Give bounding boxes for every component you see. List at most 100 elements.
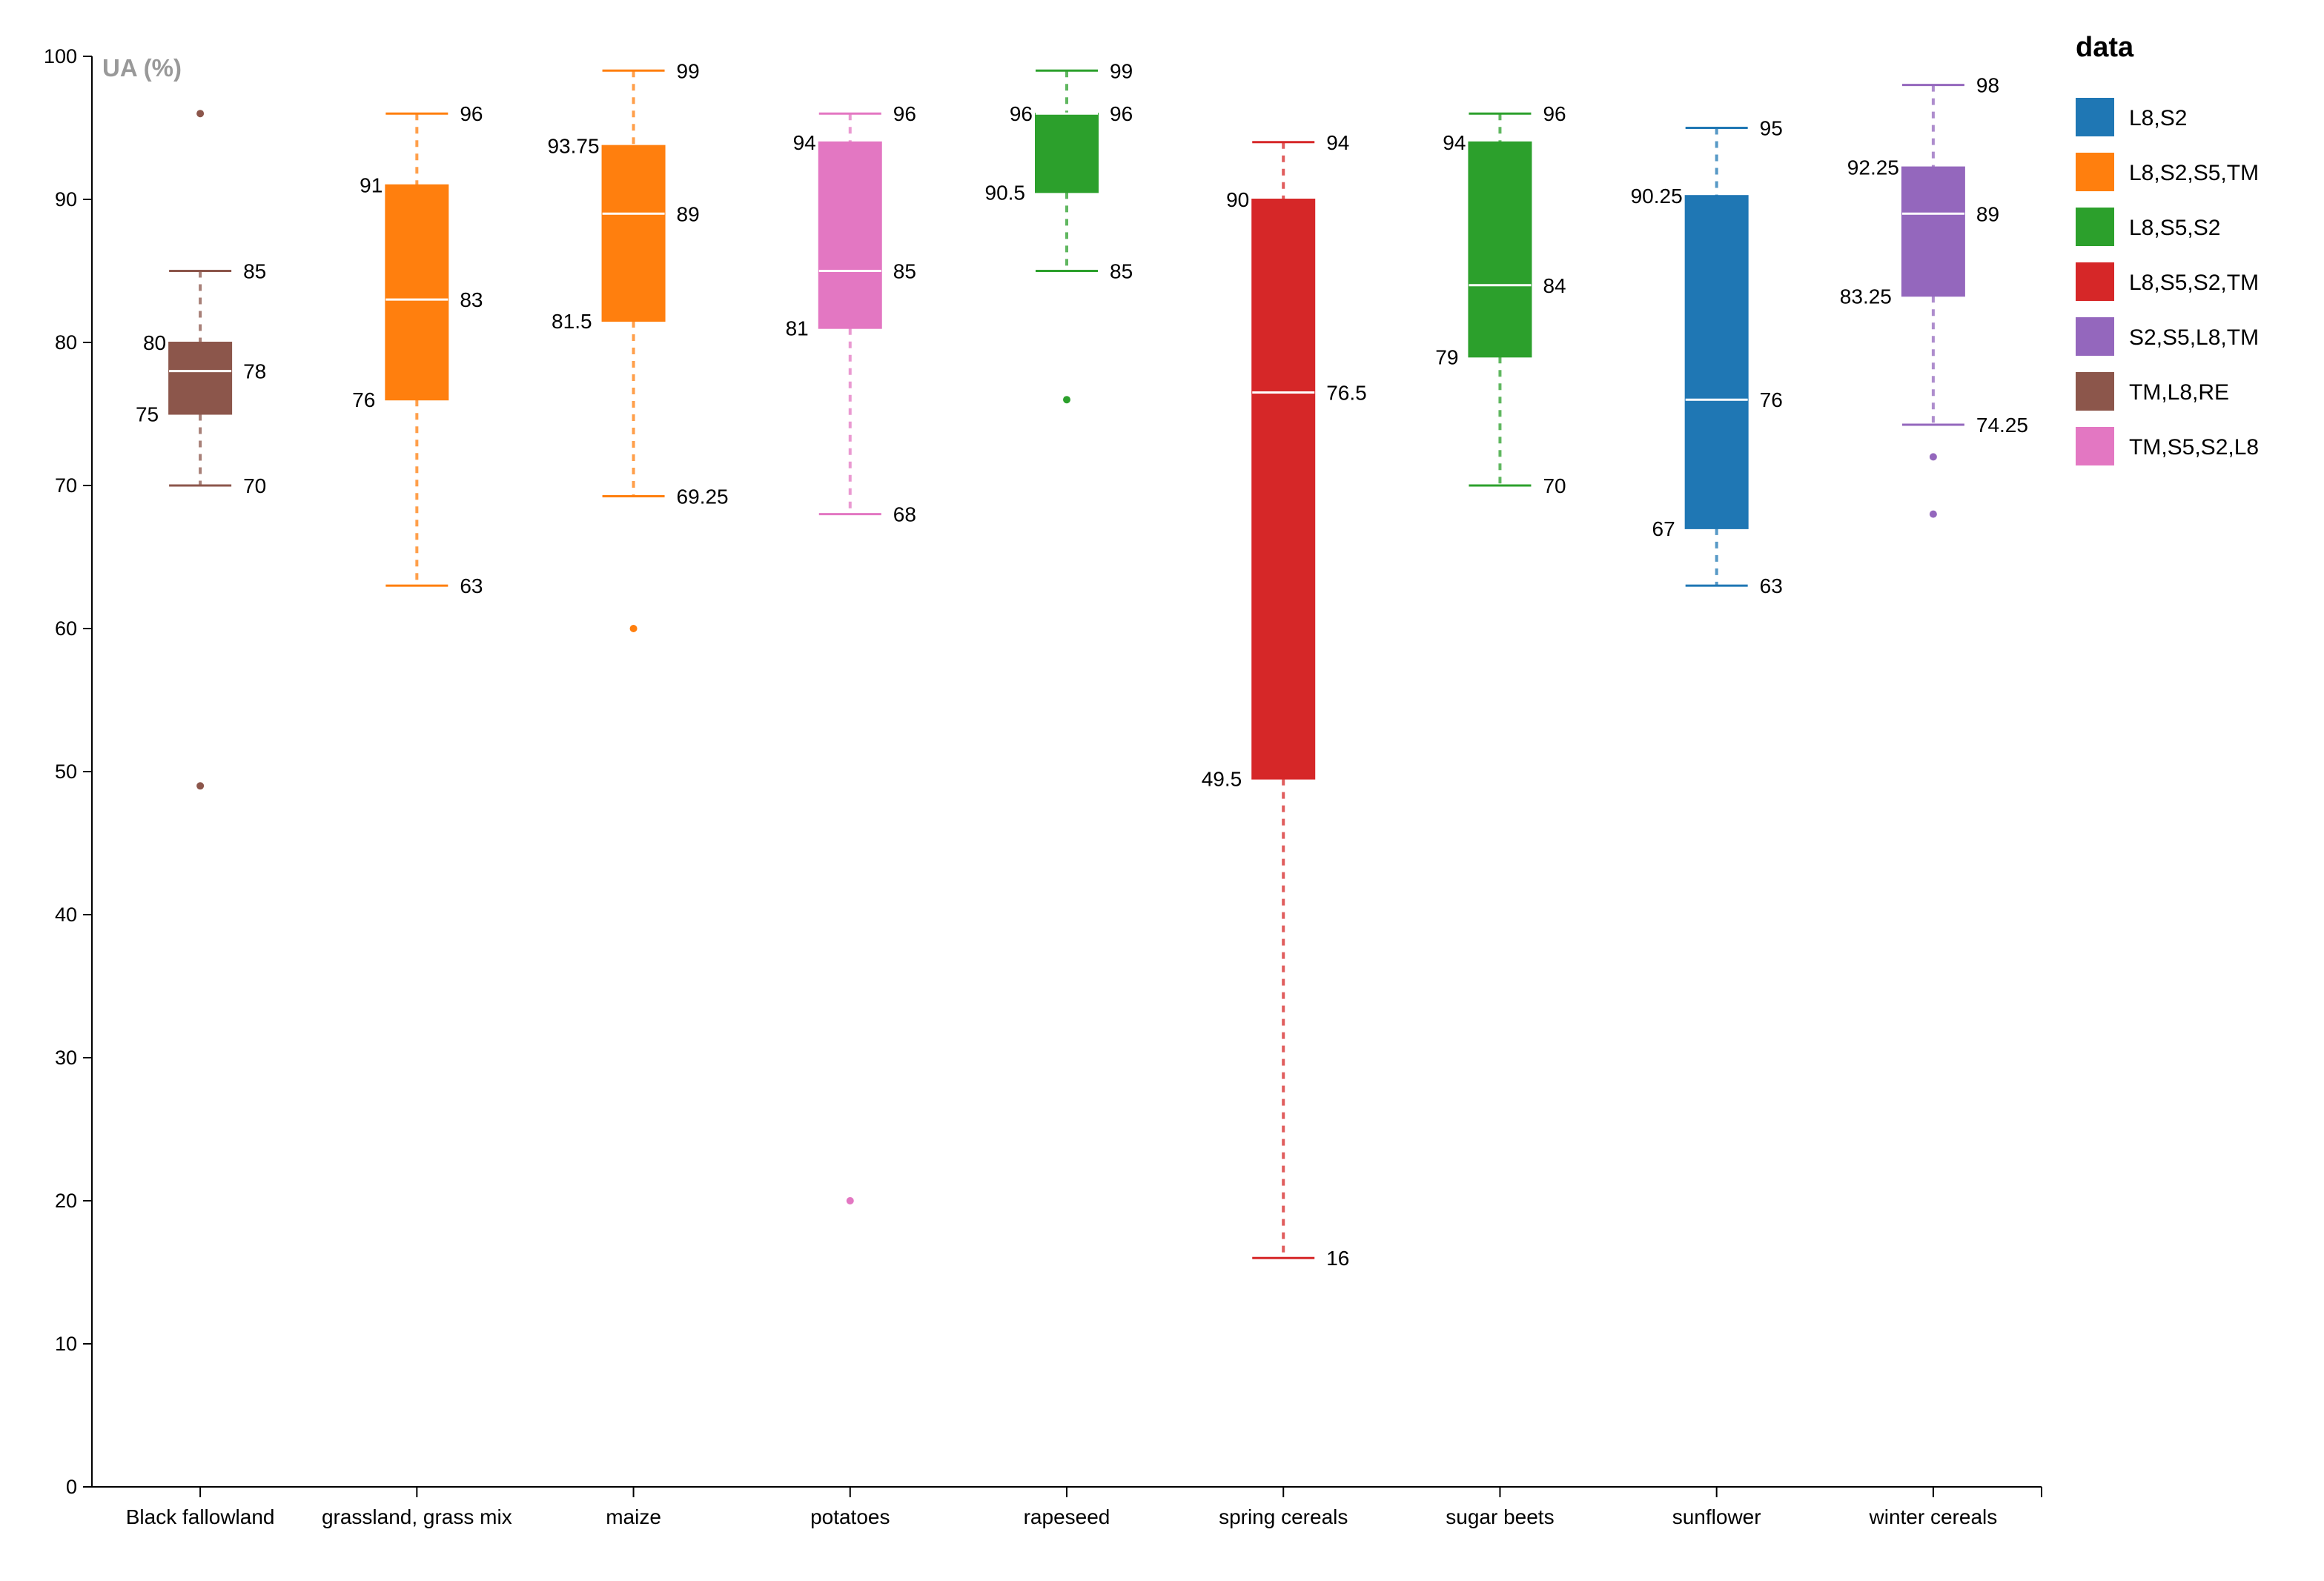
y-tick-label: 40 xyxy=(55,904,77,926)
x-tick-label: Black fallowland xyxy=(126,1505,275,1528)
legend-item: TM,S5,S2,L8 xyxy=(2076,427,2259,465)
min-value-label: 70 xyxy=(243,474,266,497)
legend-label: L8,S5,S2,TM xyxy=(2129,271,2259,295)
q1-value-label: 81.5 xyxy=(552,310,592,333)
x-tick-label: sunflower xyxy=(1672,1505,1761,1528)
box-rect xyxy=(1901,166,1965,297)
outlier-point xyxy=(196,782,205,790)
q3-value-label: 92.25 xyxy=(1847,156,1899,179)
median-value-label: 76 xyxy=(1760,388,1783,411)
legend-label: L8,S5,S2 xyxy=(2129,216,2220,240)
box-rect xyxy=(818,141,882,329)
q1-value-label: 79 xyxy=(1435,345,1458,368)
min-value-label: 74.25 xyxy=(1976,414,2028,437)
y-tick-label: 70 xyxy=(55,474,77,497)
median-value-label: 83 xyxy=(460,288,483,311)
outlier-point xyxy=(846,1197,854,1204)
box-group: 96 84 70 94 79 xyxy=(1435,102,1566,497)
box-group: 95 76 63 90.25 67 xyxy=(1631,117,1783,598)
y-tick-label: 30 xyxy=(55,1047,77,1069)
legend-item: TM,L8,RE xyxy=(2076,372,2229,411)
x-tick-label: sugar beets xyxy=(1446,1505,1554,1528)
box-group: 96 83 63 91 76 xyxy=(352,102,483,597)
legend-label: L8,S2 xyxy=(2129,106,2187,130)
box-group: 94 76.5 16 90 49.5 xyxy=(1202,131,1367,1270)
legend: data L8,S2 L8,S2,S5,TM L8,S5,S2 L8,S5,S2,TM S… xyxy=(2076,32,2259,465)
max-value-label: 85 xyxy=(243,260,266,283)
legend-swatch xyxy=(2076,98,2114,136)
x-tick-label: maize xyxy=(606,1505,661,1528)
x-tick-label: grassland, grass mix xyxy=(322,1505,512,1528)
q1-value-label: 49.5 xyxy=(1202,768,1242,791)
q3-value-label: 90.25 xyxy=(1631,185,1683,208)
median-value-label: 96 xyxy=(1110,102,1133,125)
y-axis-title: UA (%) xyxy=(102,54,182,82)
box-rect xyxy=(1035,113,1099,193)
min-value-label: 63 xyxy=(460,574,483,597)
legend-swatch xyxy=(2076,208,2114,246)
q1-value-label: 90.5 xyxy=(985,181,1026,204)
q1-value-label: 67 xyxy=(1652,517,1675,540)
q3-value-label: 94 xyxy=(1443,131,1466,154)
box-group: 99 89 69.25 93.75 81.5 xyxy=(547,59,729,632)
q3-value-label: 91 xyxy=(360,174,383,197)
max-value-label: 96 xyxy=(1543,102,1566,125)
outlier-point xyxy=(1929,453,1937,461)
legend-label: S2,S5,L8,TM xyxy=(2129,325,2259,350)
box-group: 96 85 68 94 81 xyxy=(786,102,916,1204)
boxes: 85 78 70 80 75 96 83 63 91 76 99 89 69.25 93.75 81.5 96… xyxy=(136,59,2028,1270)
q1-value-label: 81 xyxy=(786,317,809,340)
outlier-point xyxy=(629,625,638,632)
legend-title: data xyxy=(2076,32,2134,63)
max-value-label: 98 xyxy=(1976,74,1999,97)
max-value-label: 99 xyxy=(677,59,700,82)
q1-value-label: 83.25 xyxy=(1840,285,1892,308)
median-value-label: 89 xyxy=(1976,202,1999,225)
q3-value-label: 94 xyxy=(793,131,816,154)
box-rect xyxy=(168,342,233,415)
legend-label: TM,S5,S2,L8 xyxy=(2129,435,2259,460)
q3-value-label: 96 xyxy=(1010,102,1033,125)
x-tick-label: rapeseed xyxy=(1024,1505,1110,1528)
max-value-label: 96 xyxy=(893,102,916,125)
box-rect xyxy=(1468,141,1532,358)
max-value-label: 94 xyxy=(1326,131,1349,154)
y-tick-label: 60 xyxy=(55,617,77,640)
outlier-point xyxy=(1929,510,1937,518)
max-value-label: 96 xyxy=(460,102,483,125)
legend-label: TM,L8,RE xyxy=(2129,380,2229,405)
x-tick-label: spring cereals xyxy=(1219,1505,1348,1528)
y-tick-label: 80 xyxy=(55,331,77,354)
box-group: 85 78 70 80 75 xyxy=(136,110,266,790)
legend-item: L8,S2 xyxy=(2076,98,2187,136)
legend-item: L8,S5,S2 xyxy=(2076,208,2220,246)
axes: 0 10 20 30 40 50 60 70 80 90 100 UA (%) Black fallow… xyxy=(44,45,2042,1528)
q3-value-label: 90 xyxy=(1226,188,1249,211)
outlier-point xyxy=(1063,396,1070,404)
legend-swatch xyxy=(2076,262,2114,301)
min-value-label: 70 xyxy=(1543,474,1566,497)
y-tick-label: 10 xyxy=(55,1333,77,1355)
y-tick-label: 100 xyxy=(44,45,77,67)
y-tick-label: 90 xyxy=(55,188,77,211)
min-value-label: 85 xyxy=(1110,260,1133,283)
median-value-label: 85 xyxy=(893,260,916,283)
y-tick-label: 0 xyxy=(66,1476,77,1498)
box-group: 99 96 85 96 90.5 xyxy=(985,59,1133,404)
q3-value-label: 93.75 xyxy=(547,135,599,158)
legend-item: L8,S5,S2,TM xyxy=(2076,262,2259,301)
outlier-point xyxy=(196,110,205,118)
box-group: 98 89 74.25 92.25 83.25 xyxy=(1840,74,2028,518)
q1-value-label: 76 xyxy=(352,388,375,411)
median-value-label: 84 xyxy=(1543,274,1566,297)
median-value-label: 89 xyxy=(677,202,700,225)
legend-item: L8,S2,S5,TM xyxy=(2076,153,2259,191)
q3-value-label: 80 xyxy=(143,331,166,354)
median-value-label: 76.5 xyxy=(1326,382,1367,405)
q1-value-label: 75 xyxy=(136,403,159,426)
box-rect xyxy=(385,184,449,401)
min-value-label: 63 xyxy=(1760,574,1783,597)
x-tick-label: winter cereals xyxy=(1869,1505,1998,1528)
